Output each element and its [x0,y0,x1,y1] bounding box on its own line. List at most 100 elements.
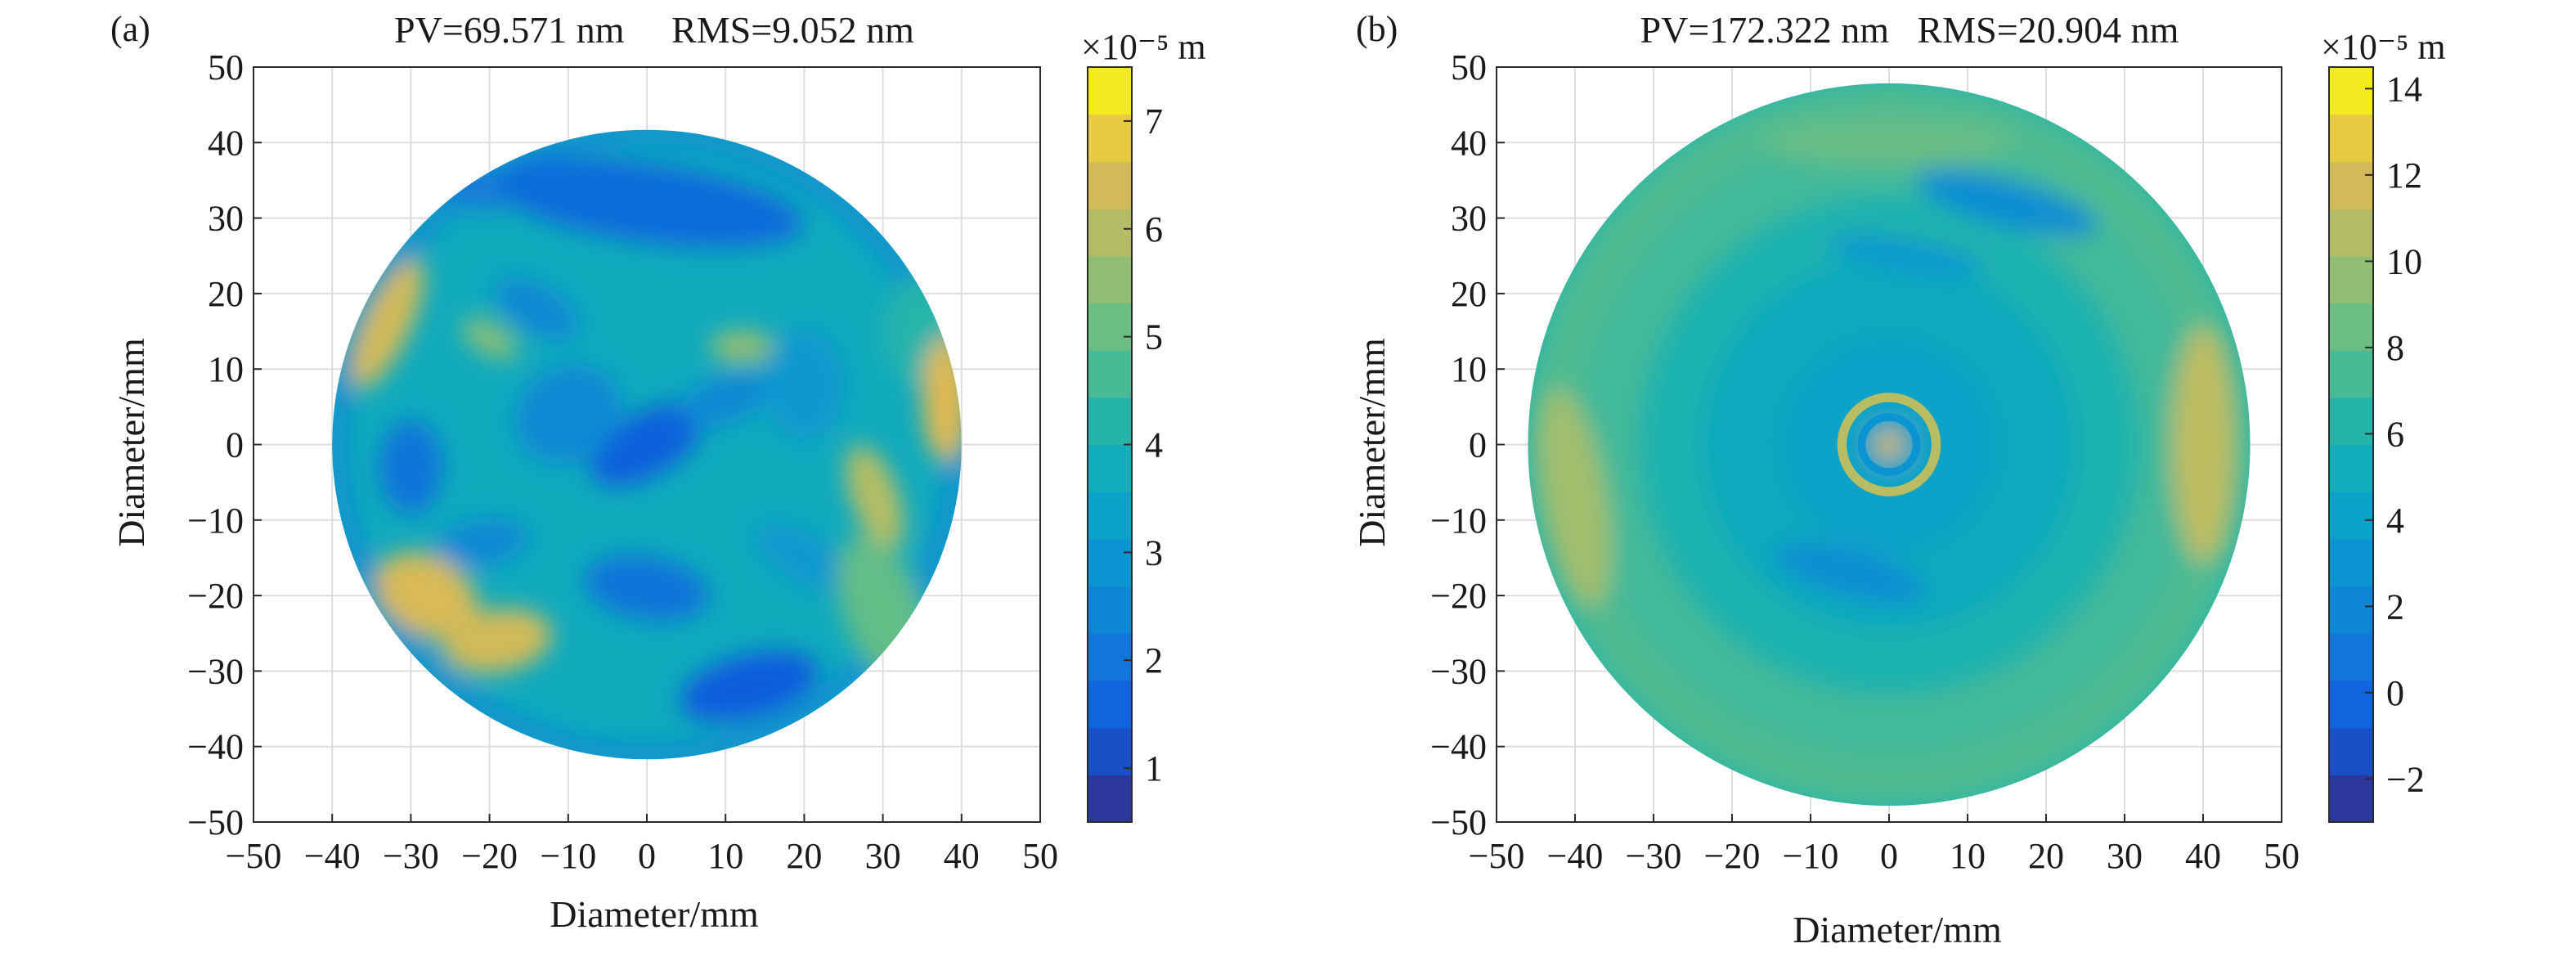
x-tick-label: −30 [383,836,439,876]
heatmap-features [332,129,962,760]
x-tick-label: 50 [1022,836,1058,876]
colorbar-band [2329,350,2373,398]
y-tick-label: 20 [1451,274,1487,314]
heatmap-feature [350,258,424,389]
colorbar-band [1088,444,1132,492]
heatmap-feature [1773,542,1927,604]
y-tick-label: −10 [1430,501,1487,541]
y-tick-label: −40 [1430,727,1487,767]
y-tick-label: 40 [208,123,244,163]
heatmap-features [1528,83,2251,806]
heatmap-feature [1915,169,2098,236]
y-tick-label: −30 [187,651,244,691]
y-axis-label-b: Diameter/mm [1351,338,1393,547]
colorbar-tick-label: 4 [2386,501,2404,541]
heatmap-feature [379,420,442,514]
x-tick-label: 20 [2028,836,2064,876]
x-tick-label: 40 [944,836,980,876]
colorbar-band [1088,492,1132,540]
colorbar-band [2329,538,2373,587]
x-tick-label: 0 [638,836,656,876]
colorbar-band [2329,775,2373,823]
heatmap-feature [1857,413,1921,476]
y-tick-label: 20 [208,274,244,314]
x-tick-label: 10 [707,836,743,876]
heatmap-feature [1538,389,1612,606]
x-tick-label: 0 [1880,836,1898,876]
y-tick-label: 10 [1451,349,1487,389]
chart-title-a: PV=69.571 nm RMS=9.052 nm [394,9,914,51]
colorbar-tick-label: 3 [1145,532,1163,573]
heatmap-feature [442,608,552,674]
colorbar-band [1088,538,1132,587]
colorbar-band [2329,633,2373,681]
heatmap-feature [584,555,710,622]
y-axis-label-a: Diameter/mm [110,338,152,547]
colorbar-band [1088,67,1132,115]
colorbar-band [2329,67,2373,115]
colorbar-unit-b: ×10⁻⁵ m [2321,27,2446,67]
y-tick-label: −10 [187,501,244,541]
colorbar-tick-label: 7 [1145,101,1163,142]
panel-a: (a) PV=69.571 nm RMS=9.052 nm Diameter/m… [110,9,1206,935]
x-tick-label: −20 [1704,836,1761,876]
heatmap-feature [846,445,904,550]
panel-label-a: (a) [110,9,150,49]
colorbar-band [2329,727,2373,775]
colorbar-band [1088,303,1132,351]
x-tick-label: −40 [304,836,361,876]
x-tick-label: −50 [1469,836,1525,876]
x-tick-label: −10 [540,836,596,876]
colorbar-tick-label: 6 [1145,209,1163,249]
colorbar-tick-label: 0 [2386,673,2404,713]
x-tick-label: −20 [461,836,518,876]
heatmap-feature [1763,119,2015,167]
colorbar-band [2329,114,2373,162]
colorbar-tick-label: 10 [2386,241,2422,281]
colorbar-frame [2328,66,2374,823]
colorbar-band [1088,255,1132,304]
y-tick-label: 10 [208,349,244,389]
colorbar-band [2329,161,2373,209]
colorbar-band [2329,586,2373,634]
heatmap-feature [680,650,819,722]
chart-title-b: PV=172.322 nm RMS=20.904 nm [1640,9,2179,51]
x-tick-label: 30 [2107,836,2143,876]
x-tick-label: −10 [1783,836,1839,876]
x-tick-label: 50 [2264,836,2300,876]
colorbar-band [2329,680,2373,729]
y-tick-label: 0 [1469,425,1487,465]
y-tick-label: −20 [1430,576,1487,616]
x-tick-label: 40 [2185,836,2221,876]
colorbar-band [1088,633,1132,681]
colorbar-tick-label: 14 [2386,69,2422,109]
colorbar-band [2329,492,2373,540]
colorbar-tick-label: 4 [1145,425,1163,465]
y-tick-label: −30 [1430,651,1487,691]
colorbar-band [1088,209,1132,257]
x-tick-label: 10 [1950,836,1986,876]
heatmap-feature [494,277,580,340]
colorbar-tick-label: 2 [2386,586,2404,627]
heatmap-feature [590,402,704,487]
x-axis-label-a: Diameter/mm [550,893,759,935]
colorbar-band [1088,397,1132,446]
heatmap-feature [765,329,844,439]
y-tick-label: 30 [1451,199,1487,239]
colorbar-tick-label: 8 [2386,328,2404,368]
heatmap-feature [460,317,518,360]
colorbar-band [1088,114,1132,162]
panel-label-b: (b) [1356,9,1398,49]
x-tick-label: −50 [226,836,282,876]
colorbar: −2 0 2 4 6 8 10 12 14 [2328,66,2425,823]
colorbar-tick-label: 12 [2386,155,2422,195]
colorbar-band [1088,586,1132,634]
colorbar-band [2329,444,2373,492]
y-tick-label: 50 [1451,47,1487,88]
y-tick-label: −50 [187,802,244,842]
heatmap-feature [680,371,771,427]
colorbar-tick-label: 6 [2386,414,2404,454]
x-tick-label: 30 [865,836,901,876]
colorbar-band [2329,209,2373,257]
